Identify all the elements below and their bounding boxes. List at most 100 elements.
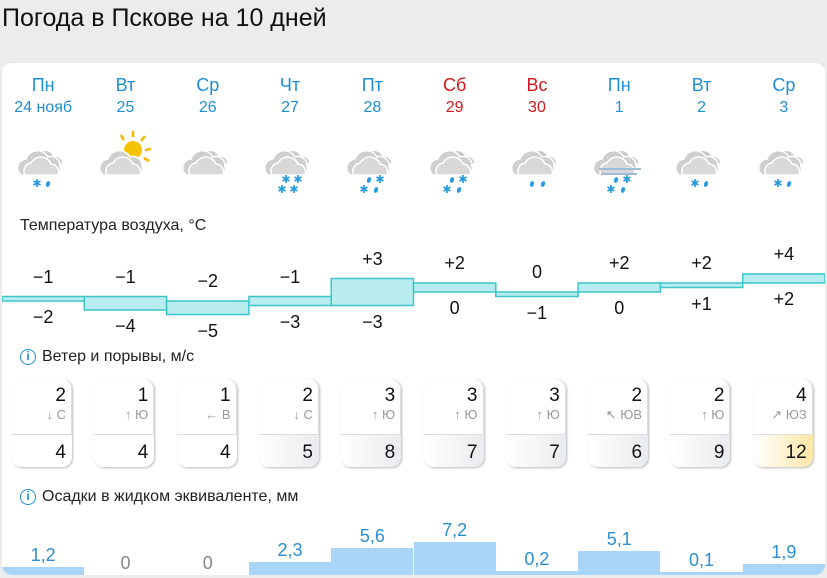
day-of-week: Ср <box>772 75 796 95</box>
svg-text:✱: ✱ <box>32 178 41 190</box>
temperature-band <box>330 277 415 307</box>
temperature-band <box>659 282 744 289</box>
weather-cloudy-snow-rain-heavy-icon: ✱ ✱ <box>423 129 487 196</box>
wind-direction: ↑ Ю <box>94 407 155 435</box>
wind-gust: 4 <box>12 435 72 467</box>
temp-min: −3 <box>279 311 301 332</box>
wind-gust: 7 <box>505 435 566 467</box>
precip-bar <box>331 548 414 575</box>
temp-min: +2 <box>773 289 795 309</box>
day-of-week: Вт <box>115 75 136 95</box>
svg-text:✱: ✱ <box>458 174 467 186</box>
weather-fog-snow-rain-icon: ✱ ✱ <box>587 129 651 196</box>
wind-speed: 2 <box>631 385 643 406</box>
precip-bar <box>578 550 661 575</box>
wind-arrow-icon: ↖ <box>605 407 617 422</box>
precip-value: 7,2 <box>442 519 468 540</box>
wind-speed: 2 <box>713 385 725 406</box>
wind-direction: ↓ С <box>12 407 72 435</box>
wind-direction: ↑ Ю <box>670 407 731 435</box>
svg-text:✱: ✱ <box>606 184 615 193</box>
day-date: 3 <box>779 99 789 116</box>
wind-direction: ← В <box>176 407 237 435</box>
wind-arrow-icon: ↓ <box>293 407 300 422</box>
day-date: 24 нояб <box>14 99 73 116</box>
day-date: 29 <box>445 99 464 116</box>
wind-direction-label: ЮВ <box>620 407 643 422</box>
wind-direction-label: Ю <box>546 407 560 422</box>
weather-cloudy-rain-icon <box>505 129 569 193</box>
temp-max: −1 <box>279 266 301 287</box>
temp-max: 0 <box>531 262 542 282</box>
weather-cloudy-icon <box>176 129 240 193</box>
wind-gust: 4 <box>176 435 237 467</box>
precip-bar <box>2 566 85 575</box>
precip-value: 5,6 <box>359 526 385 547</box>
wind-arrow-icon: ↑ <box>125 407 132 422</box>
wind-direction: ↑ Ю <box>423 407 484 435</box>
svg-text:✱: ✱ <box>277 184 286 193</box>
temp-max: +2 <box>444 253 465 273</box>
wind-speed: 1 <box>220 385 231 406</box>
wind-arrow-icon: ↑ <box>371 407 379 422</box>
svg-text:✱: ✱ <box>293 174 302 186</box>
day-of-week: Чт <box>279 75 301 95</box>
precip-bar <box>413 541 496 575</box>
precip-bar <box>248 562 332 575</box>
day-date: 1 <box>614 99 624 116</box>
wind-card: 2 ↖ ЮВ 6 <box>588 379 649 467</box>
wind-speed: 2 <box>55 385 66 406</box>
wind-gust: 9 <box>670 435 731 467</box>
wind-direction: ↑ Ю <box>505 407 566 435</box>
wind-card: 3 ↑ Ю 7 <box>423 379 484 467</box>
wind-speed: 3 <box>549 385 560 406</box>
wind-direction-label: Ю <box>464 407 478 422</box>
temperature-band <box>248 295 332 307</box>
wind-card: 2 ↑ Ю 9 <box>670 379 731 467</box>
precip-section-label: Осадки в жидком эквиваленте, мм <box>42 488 299 505</box>
temperature-band <box>412 282 497 293</box>
weather-cloudy-snow-rain-icon: ✱ <box>669 129 733 193</box>
temp-min: −1 <box>526 302 548 323</box>
day-date: 28 <box>363 99 382 116</box>
precip-bar <box>742 564 825 575</box>
day-date: 27 <box>281 99 299 116</box>
precip-value: 0,1 <box>689 549 715 570</box>
weather-cloudy-snow-rain-icon: ✱ <box>752 129 816 193</box>
temp-min: 0 <box>449 298 460 318</box>
precip-value: 0 <box>120 553 131 573</box>
day-date: 25 <box>116 99 135 116</box>
day-of-week: Пн <box>31 75 55 95</box>
temp-section-label: Температура воздуха, °C <box>20 217 207 234</box>
day-of-week: Вс <box>526 75 548 95</box>
wind-card: 4 ↗ ЮЗ 12 <box>752 379 813 467</box>
temp-max: +2 <box>691 253 712 273</box>
page-title: Погода в Пскове на 10 дней <box>2 4 327 32</box>
temp-max: −2 <box>197 271 218 291</box>
day-of-week: Ср <box>196 75 220 95</box>
wind-gust: 4 <box>94 435 155 467</box>
info-icon[interactable]: i <box>20 349 36 365</box>
wind-direction-label: Ю <box>135 407 149 422</box>
wind-gust: 8 <box>341 435 402 467</box>
precip-section-title: i Осадки в жидком эквиваленте, мм <box>20 488 298 506</box>
wind-section-title: i Ветер и порывы, м/с <box>20 348 194 366</box>
day-of-week: Вт <box>691 75 712 95</box>
temperature-band <box>741 273 825 284</box>
temp-min: 0 <box>614 298 625 318</box>
temp-min: +1 <box>691 293 712 314</box>
temperature-chart <box>2 273 825 316</box>
forecast-card: Температура воздуха, °C i Ветер и порывы,… <box>2 63 825 575</box>
wind-direction-label: С <box>303 407 313 422</box>
wind-gust: 7 <box>423 435 484 467</box>
wind-speed: 3 <box>466 385 478 406</box>
precip-bar <box>660 571 743 575</box>
wind-card: 3 ↑ Ю 8 <box>341 379 402 467</box>
weather-cloudy-snow-icon: ✱ ✱ ✱ ✱ <box>258 129 322 196</box>
temp-max: +2 <box>608 253 630 273</box>
temperature-band <box>2 295 86 302</box>
wind-gust: 5 <box>258 435 319 467</box>
wind-direction: ↗ ЮЗ <box>752 407 813 435</box>
wind-arrow-icon: ↑ <box>536 407 544 422</box>
info-icon[interactable]: i <box>20 489 36 505</box>
